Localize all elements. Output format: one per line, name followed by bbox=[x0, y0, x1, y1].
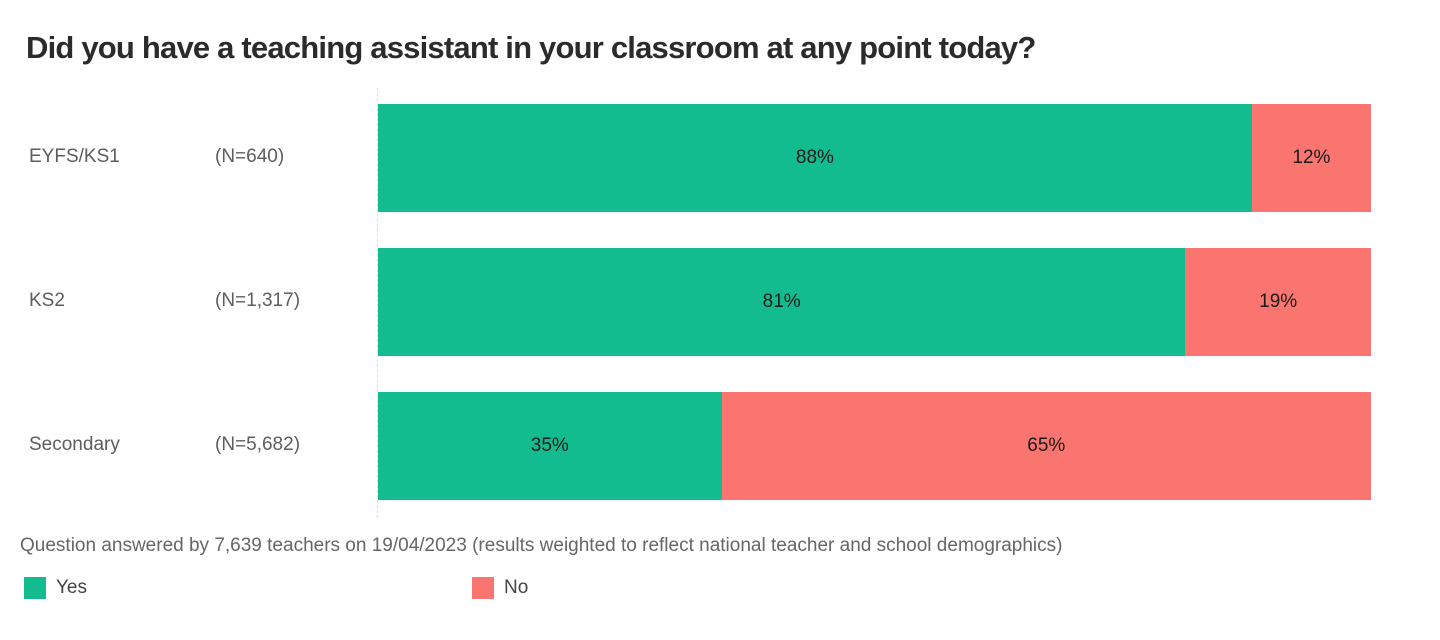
data-label-yes: 88% bbox=[795, 147, 834, 168]
data-label-yes: 81% bbox=[762, 291, 801, 312]
bar-segment-no: 19% bbox=[1185, 248, 1371, 356]
legend-item-no: No bbox=[472, 577, 528, 599]
bar-segment-yes: 88% bbox=[378, 104, 1252, 212]
legend-label-no: No bbox=[504, 577, 529, 598]
legend-label-yes: Yes bbox=[56, 577, 87, 598]
row-sample-size-eyfs-ks1: (N=640) bbox=[215, 146, 285, 167]
axis-baseline bbox=[377, 88, 378, 518]
data-label-no: 12% bbox=[1292, 147, 1331, 168]
footnote: Question answered by 7,639 teachers on 1… bbox=[20, 535, 1063, 556]
row-sample-size-ks2: (N=1,317) bbox=[215, 290, 301, 311]
row-sample-size-secondary: (N=5,682) bbox=[215, 434, 301, 455]
data-label-no: 65% bbox=[1027, 435, 1066, 456]
legend-swatch-no bbox=[472, 577, 494, 599]
bar-segment-no: 65% bbox=[721, 392, 1371, 500]
data-label-no: 19% bbox=[1259, 291, 1298, 312]
row-label-ks2: KS2 bbox=[29, 290, 65, 311]
chart-title: Did you have a teaching assistant in you… bbox=[26, 30, 1036, 65]
legend-item-yes: Yes bbox=[24, 577, 87, 599]
bar-segment-yes: 81% bbox=[378, 248, 1186, 356]
bar-segment-yes: 35% bbox=[378, 392, 722, 500]
legend-swatch-yes bbox=[24, 577, 46, 599]
bar-segment-no: 12% bbox=[1251, 104, 1371, 212]
row-label-eyfs-ks1: EYFS/KS1 bbox=[29, 146, 120, 167]
bar-secondary: 35% 65% bbox=[378, 392, 1371, 500]
data-label-yes: 35% bbox=[530, 435, 569, 456]
row-label-secondary: Secondary bbox=[29, 434, 120, 455]
bar-ks2: 81% 19% bbox=[378, 248, 1371, 356]
bar-eyfs-ks1: 88% 12% bbox=[378, 104, 1371, 212]
